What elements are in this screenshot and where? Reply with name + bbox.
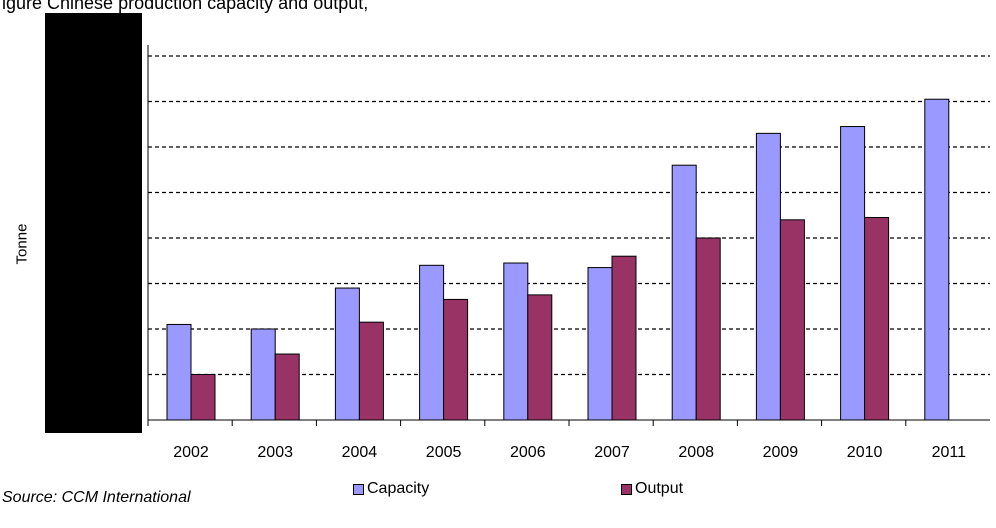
x-tick-label: 2008 [678, 444, 714, 461]
bar-capacity-2003 [250, 328, 276, 421]
output-swatch [621, 483, 632, 495]
bar-output-2009 [779, 219, 805, 421]
x-tick-label: 2003 [257, 444, 293, 461]
x-tick-label: 2009 [763, 444, 799, 461]
source-note: Source: CCM International [2, 489, 191, 506]
x-tick-label: 2006 [510, 444, 546, 461]
bar-capacity-2005 [419, 264, 445, 421]
bar-capacity-2010 [840, 126, 866, 421]
legend-item-output: Output [621, 480, 683, 498]
x-tick-labels: 2002 2003 2004 2005 2006 2007 2008 2009 2010 2011 [173, 444, 966, 461]
bar-output-2002 [190, 374, 216, 421]
bar-capacity-2009 [755, 132, 781, 421]
bar-capacity-2007 [587, 267, 613, 421]
x-tick-label: 2011 [932, 444, 967, 461]
x-tick-label: 2010 [847, 444, 883, 461]
x-tick-label: 2004 [342, 444, 378, 461]
bar-output-2004 [358, 321, 384, 421]
bar-output-2007 [611, 255, 637, 421]
x-tick-label: 2007 [594, 444, 630, 461]
bar-output-2005 [443, 298, 469, 421]
x-tick-label: 2002 [173, 444, 209, 461]
bar-capacity-2002 [166, 323, 192, 421]
bar-output-2010 [864, 217, 890, 421]
bar-capacity-2011 [924, 98, 950, 421]
capacity-swatch [353, 483, 364, 495]
legend-label-capacity: Capacity [367, 480, 430, 497]
bar-output-2003 [274, 353, 300, 421]
bar-output-2008 [695, 237, 721, 421]
legend-item-capacity: Capacity [353, 480, 429, 498]
bar-capacity-2004 [334, 287, 360, 421]
axes [147, 45, 990, 426]
x-tick-label: 2005 [426, 444, 462, 461]
bar-capacity-2006 [503, 262, 529, 421]
bar-output-2006 [527, 294, 553, 421]
redaction-block [45, 13, 142, 433]
chart-title: igure Chinese production capacity and ou… [2, 0, 369, 13]
bar-capacity-2008 [671, 164, 697, 421]
legend-label-output: Output [635, 480, 684, 497]
